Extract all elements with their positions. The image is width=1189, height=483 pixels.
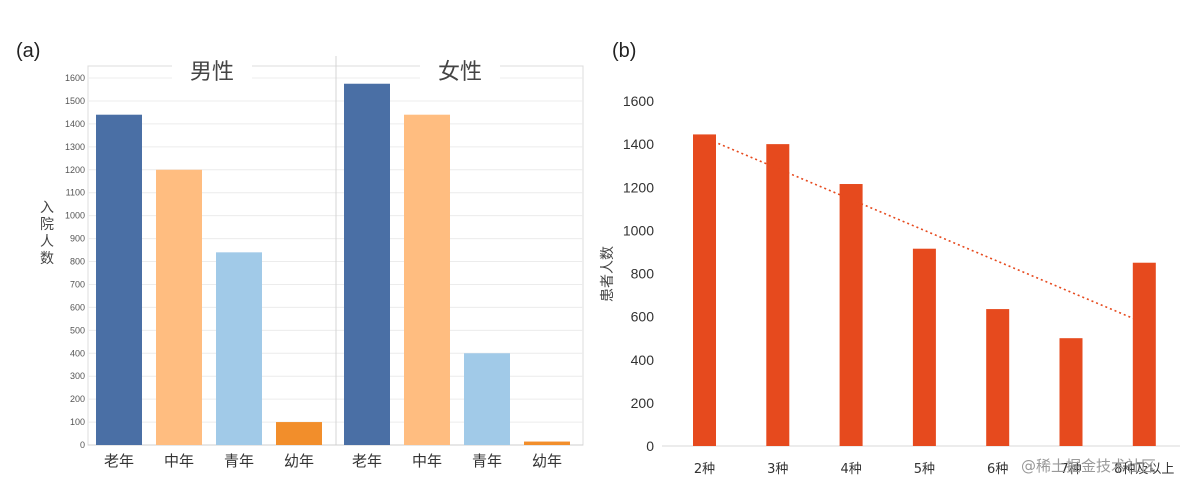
facet-title-bg [420, 56, 500, 82]
x-tick-label-b: 4种 [840, 462, 861, 477]
watermark: @稀土掘金技术社区 [1021, 457, 1156, 475]
y-tick-label-b: 800 [631, 266, 655, 282]
y-axis-label-b: 患者人数 [600, 246, 616, 302]
y-tick-label-b: 1000 [623, 222, 654, 238]
facet-title-bg [172, 56, 252, 82]
x-tick-label-b: 5种 [914, 462, 935, 477]
bar-6种 [986, 309, 1010, 446]
y-tick-label-a: 1000 [65, 211, 85, 221]
x-tick-label-a: 青年 [472, 452, 502, 470]
x-tick-label-a: 幼年 [284, 452, 314, 470]
panel-a-label: (a) [16, 40, 40, 62]
bar-男性-幼年 [276, 422, 322, 445]
y-tick-label-b: 1400 [623, 136, 654, 152]
y-tick-label-a: 300 [70, 371, 85, 381]
x-tick-label-a: 老年 [352, 452, 382, 470]
y-tick-label-b: 1600 [623, 93, 654, 109]
bar-女性-青年 [464, 353, 510, 445]
x-tick-label-b: 8种及以上 [1114, 462, 1174, 477]
x-tick-label-a: 青年 [224, 452, 254, 470]
facet-title: 男性 [190, 60, 234, 85]
chart-b: 0 200 400 600 800 1000 1200 1400 1600 患者人数 2种 3种 4种 5… [600, 93, 1180, 477]
x-tick-label-b: 3种 [767, 462, 788, 477]
facet-title: 女性 [438, 60, 482, 85]
y-tick-label-a: 400 [70, 348, 85, 358]
y-tick-label-a: 1600 [65, 73, 85, 83]
y-tick-label-a: 1300 [65, 142, 85, 152]
bar-男性-老年 [96, 114, 142, 445]
y-tick-label-a: 1400 [65, 119, 85, 129]
y-tick-label-a: 100 [70, 417, 85, 427]
x-tick-label-a: 老年 [104, 452, 134, 470]
x-tick-label-a: 中年 [164, 452, 194, 470]
bar-4种 [839, 184, 863, 446]
bar-5种 [912, 248, 936, 446]
y-tick-label-a: 1100 [66, 188, 85, 198]
bar-男性-中年 [156, 169, 202, 445]
y-tick-label-a: 0 [80, 440, 85, 450]
bar-3种 [766, 144, 790, 446]
y-tick-label-a: 900 [70, 234, 85, 244]
bar-8种及以上 [1132, 262, 1156, 446]
x-tick-label-b: 7种 [1060, 462, 1081, 477]
bar-男性-青年 [216, 252, 262, 445]
y-tick-label-a: 500 [70, 325, 85, 335]
y-tick-label-b: 1200 [623, 179, 654, 195]
y-tick-label-b: 0 [646, 438, 654, 454]
y-tick-label-a: 800 [70, 257, 85, 267]
y-tick-label-a: 1500 [65, 96, 85, 106]
y-tick-label-b: 200 [631, 395, 655, 411]
x-tick-label-b: 2种 [694, 462, 715, 477]
bar-2种 [693, 134, 716, 446]
y-tick-label-a: 600 [70, 302, 85, 312]
bar-女性-中年 [404, 114, 450, 445]
x-tick-label-a: 幼年 [532, 452, 562, 470]
y-tick-label-a: 200 [70, 394, 85, 404]
y-tick-label-a: 700 [70, 279, 85, 289]
y-tick-label-b: 400 [631, 352, 655, 368]
y-tick-label-a: 1200 [65, 165, 85, 175]
bar-女性-幼年 [524, 441, 570, 445]
panel-b-label: (b) [612, 40, 636, 62]
chart-a: 0 100 200 300 400 500 600 700 800 900 1000 1100 1200… [40, 56, 584, 470]
bar-女性-老年 [344, 83, 390, 445]
x-tick-label-b: 6种 [987, 462, 1008, 477]
x-tick-label-a: 中年 [412, 452, 442, 470]
y-tick-label-b: 600 [631, 309, 655, 325]
bar-7种 [1059, 338, 1083, 446]
y-axis-label-a: 入院人数 [40, 200, 54, 267]
